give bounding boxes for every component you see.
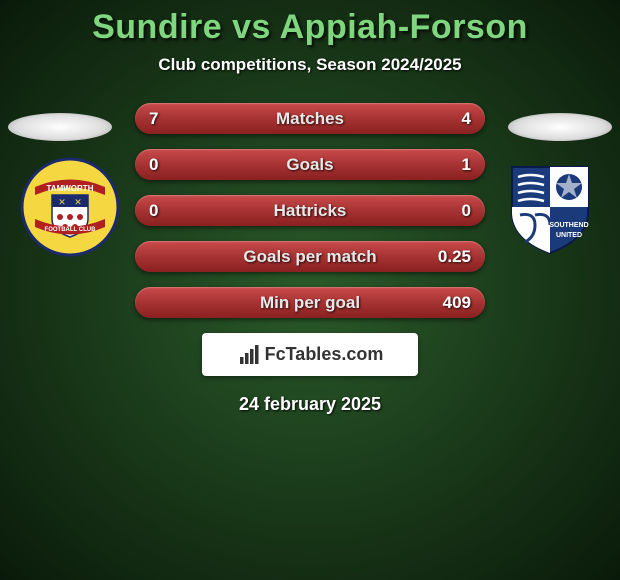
watermark-badge: FcTables.com [202, 333, 418, 376]
chart-icon [237, 343, 261, 367]
stat-label: Hattricks [185, 201, 435, 221]
stat-right-value: 0 [435, 201, 471, 221]
stat-right-value: 4 [435, 109, 471, 129]
page-subtitle: Club competitions, Season 2024/2025 [0, 55, 620, 75]
stat-label: Goals [185, 155, 435, 175]
stat-row: 7 Matches 4 [135, 103, 485, 134]
svg-text:SOUTHEND: SOUTHEND [549, 222, 588, 229]
stat-left-value: 0 [149, 155, 185, 175]
svg-text:✕: ✕ [74, 197, 82, 207]
stat-left-value: 7 [149, 109, 185, 129]
stat-left-value: 0 [149, 201, 185, 221]
player-right-spot [508, 113, 612, 141]
stat-row: 0 Hattricks 0 [135, 195, 485, 226]
stat-row: Min per goal 409 [135, 287, 485, 318]
svg-text:UNITED: UNITED [556, 232, 582, 239]
club-badge-left: TAMWORTH ✕ ✕ FOOTBALL CLUB [20, 157, 120, 257]
stat-label: Min per goal [185, 293, 435, 313]
stat-right-value: 409 [435, 293, 471, 313]
watermark-text: FcTables.com [265, 344, 384, 365]
comparison-card: Sundire vs Appiah-Forson Club competitio… [0, 0, 620, 580]
svg-text:FOOTBALL CLUB: FOOTBALL CLUB [45, 227, 97, 233]
comparison-date: 24 february 2025 [0, 394, 620, 415]
stat-right-value: 1 [435, 155, 471, 175]
club-badge-right: SOUTHEND UNITED [500, 157, 600, 257]
player-left-spot [8, 113, 112, 141]
stats-list: 7 Matches 4 0 Goals 1 0 Hattricks 0 Goal… [135, 103, 485, 318]
svg-text:✕: ✕ [58, 197, 66, 207]
stat-row: Goals per match 0.25 [135, 241, 485, 272]
southend-badge-icon: SOUTHEND UNITED [500, 157, 600, 257]
main-content: TAMWORTH ✕ ✕ FOOTBALL CLUB [0, 103, 620, 415]
tamworth-badge-icon: TAMWORTH ✕ ✕ FOOTBALL CLUB [20, 157, 120, 257]
stat-label: Goals per match [185, 247, 435, 267]
stat-label: Matches [185, 109, 435, 129]
page-title: Sundire vs Appiah-Forson [0, 0, 620, 47]
stat-right-value: 0.25 [435, 247, 471, 267]
svg-text:TAMWORTH: TAMWORTH [47, 184, 94, 193]
stat-row: 0 Goals 1 [135, 149, 485, 180]
